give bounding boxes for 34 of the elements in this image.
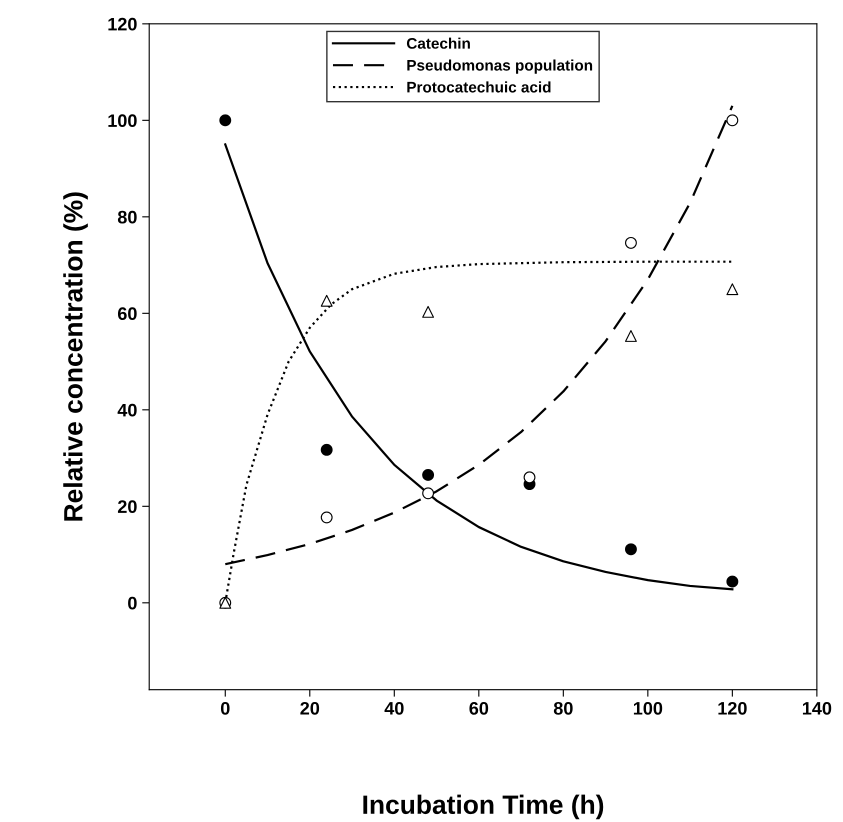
x-tick-label: 60 xyxy=(469,702,488,715)
x-tick-label: 80 xyxy=(554,702,573,715)
point xyxy=(726,576,738,588)
point xyxy=(625,236,637,249)
x-tick-label: 100 xyxy=(634,702,662,715)
point xyxy=(219,114,232,126)
point xyxy=(726,114,738,126)
point xyxy=(320,444,333,456)
legend-label: Pseudomonas population xyxy=(407,59,592,74)
y-tick-label: 100 xyxy=(108,114,137,128)
point xyxy=(524,471,536,484)
legend-label: Protocatechuic acid xyxy=(407,81,550,93)
point xyxy=(320,294,333,307)
x-tick-label: 120 xyxy=(718,702,747,715)
y-tick-label: 20 xyxy=(118,500,137,514)
point xyxy=(422,306,434,318)
x-axis-title: Incubation Time (h) xyxy=(363,794,604,820)
x-tick-label: 140 xyxy=(802,702,832,715)
point xyxy=(320,511,333,524)
point xyxy=(625,330,637,342)
point xyxy=(625,543,637,556)
point xyxy=(726,283,738,296)
y-tick-label: 80 xyxy=(118,210,137,224)
point xyxy=(422,487,434,500)
x-tick-label: 0 xyxy=(220,702,230,715)
y-tick-label: 0 xyxy=(128,596,137,610)
y-tick-label: 40 xyxy=(118,404,137,417)
x-tick-label: 20 xyxy=(300,702,320,715)
y-tick-label: 60 xyxy=(118,307,137,320)
legend-label: Catechin xyxy=(406,38,470,49)
point xyxy=(422,469,434,481)
x-tick-label: 40 xyxy=(384,702,404,715)
y-axis-title: Relative concentration (%) xyxy=(63,192,88,521)
y-tick-label: 120 xyxy=(108,18,137,31)
